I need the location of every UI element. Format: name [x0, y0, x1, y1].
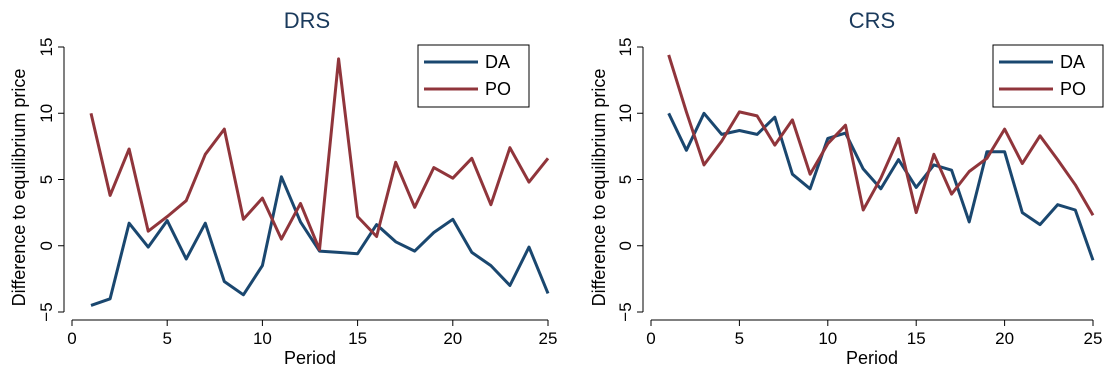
crs-x-tick-label: 20 [995, 329, 1014, 348]
crs-panel: CRS −5 0 5 10 15 0 5 10 15 20 25 Period Difference to… [589, 8, 1104, 368]
drs-panel: DRS −5 0 5 10 15 0 5 10 15 20 25 Period Difference to… [9, 8, 557, 368]
drs-x-tick-label: 15 [348, 329, 367, 348]
drs-legend-label-po: PO [485, 79, 511, 99]
drs-y-tick-label: −5 [37, 302, 56, 321]
crs-x-tick-label: 15 [907, 329, 926, 348]
crs-x-tick-label: 25 [1084, 329, 1103, 348]
drs-x-tick-label: 25 [539, 329, 558, 348]
drs-legend: DA PO [417, 44, 530, 108]
drs-y-tick-label: 5 [37, 175, 56, 184]
drs-y-tick-label: 0 [37, 241, 56, 250]
crs-x-tick-label: 5 [735, 329, 744, 348]
drs-x-tick-label: 20 [443, 329, 462, 348]
crs-x-axis-label: Period [846, 348, 898, 368]
drs-y-tick-label: 15 [37, 38, 56, 57]
crs-series-po-line [667, 54, 1095, 217]
crs-legend-box [992, 44, 1104, 108]
drs-chart-title: DRS [284, 8, 330, 33]
drs-y-axis-label: Difference to equilibrium price [9, 69, 29, 307]
drs-x-tick-label: 5 [162, 329, 171, 348]
crs-x-tick-label: 10 [818, 329, 837, 348]
crs-y-tick-label: −5 [616, 302, 635, 321]
drs-x-tick-label: 10 [253, 329, 272, 348]
crs-legend-label-po: PO [1060, 79, 1086, 99]
crs-legend: DA PO [992, 44, 1104, 108]
crs-legend-label-da: DA [1060, 52, 1085, 72]
drs-legend-box [417, 44, 530, 108]
crs-series-da-line [667, 111, 1095, 261]
drs-x-axis-label: Period [284, 348, 336, 368]
crs-y-tick-label: 15 [616, 38, 635, 57]
crs-chart-title: CRS [849, 8, 895, 33]
crs-x-tick-label: 0 [646, 329, 655, 348]
drs-legend-label-da: DA [485, 52, 510, 72]
crs-y-tick-label: 5 [616, 175, 635, 184]
drs-y-tick-label: 10 [37, 104, 56, 123]
crs-y-tick-label: 10 [616, 104, 635, 123]
drs-x-tick-label: 0 [67, 329, 76, 348]
crs-y-tick-label: 0 [616, 241, 635, 250]
crs-y-axis-label: Difference to equilibrium price [589, 69, 609, 307]
drs-series-po-line [89, 57, 550, 252]
